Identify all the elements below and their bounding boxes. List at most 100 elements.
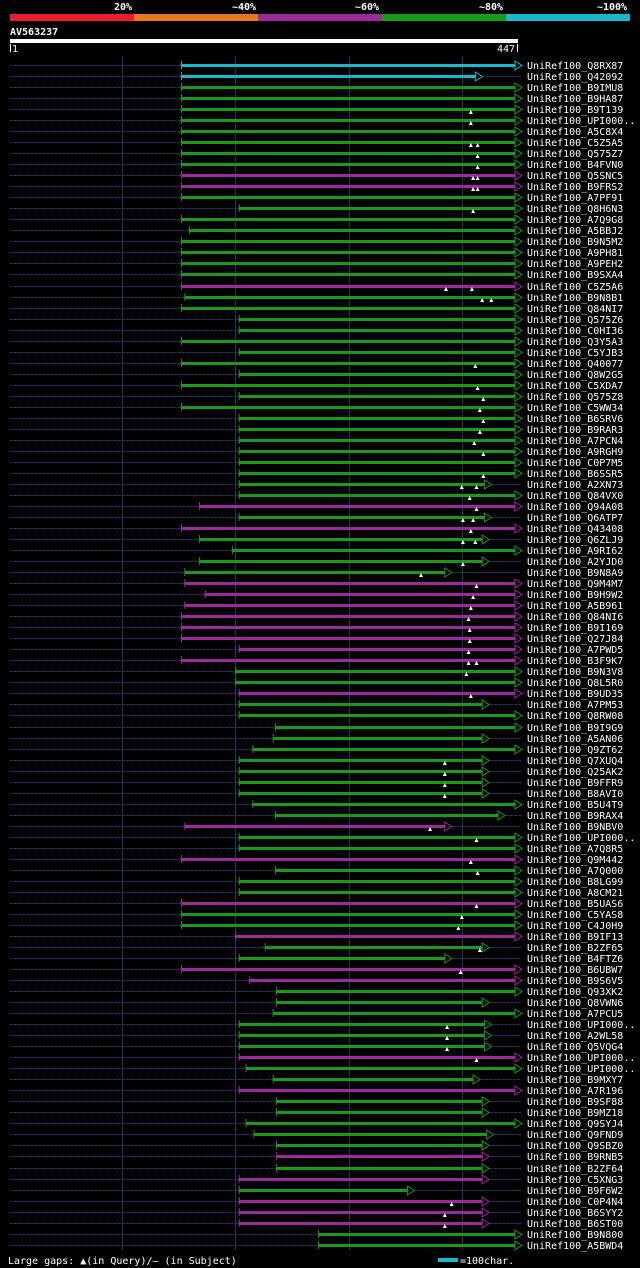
hit-label[interactable]: UniRef100_Q8H6N3 (527, 204, 623, 215)
hit-bar[interactable] (180, 251, 515, 254)
hit-bar[interactable] (238, 1200, 483, 1203)
hit-bar[interactable] (184, 582, 515, 585)
hit-bar[interactable] (199, 538, 483, 541)
hit-bar[interactable] (180, 108, 515, 111)
hit-bar[interactable] (180, 340, 515, 343)
hit-label[interactable]: UniRef100_Q84NI6 (527, 612, 623, 623)
hit-label[interactable]: UniRef100_Q5VQG4 (527, 1042, 623, 1053)
hit-row[interactable]: UniRef100_C5YJB3 (10, 347, 623, 359)
hit-row[interactable]: UniRef100_B6SSR5 (10, 468, 623, 480)
hit-bar[interactable] (180, 527, 515, 530)
hit-bar[interactable] (276, 1144, 483, 1147)
hit-label[interactable]: UniRef100_Q9FND9 (527, 1130, 623, 1141)
hit-bar[interactable] (180, 262, 515, 265)
hit-label[interactable]: UniRef100_A2WL58 (527, 1031, 623, 1042)
hit-row[interactable]: UniRef100_Q9ZT62 (10, 744, 623, 756)
hit-row[interactable]: UniRef100_UPI000.. (10, 1019, 635, 1031)
hit-bar[interactable] (180, 637, 515, 640)
hit-label[interactable]: UniRef100_Q6ZLJ9 (527, 535, 623, 546)
hit-bar[interactable] (199, 505, 516, 508)
hit-label[interactable]: UniRef100_Q27J84 (527, 634, 623, 645)
hit-bar[interactable] (238, 461, 515, 464)
hit-label[interactable]: UniRef100_B9HA87 (527, 94, 623, 105)
hit-row[interactable]: UniRef100_Q6ZLJ9 (10, 534, 623, 546)
hit-row[interactable]: UniRef100_Q6ATP7 (10, 512, 623, 524)
hit-label[interactable]: UniRef100_A7Q8R5 (527, 844, 623, 855)
hit-row[interactable]: UniRef100_C0HI36 (10, 325, 623, 337)
hit-row[interactable]: UniRef100_Q8VWN6 (10, 997, 623, 1009)
hit-label[interactable]: UniRef100_A9PH81 (527, 248, 623, 259)
hit-label[interactable]: UniRef100_C5WW34 (527, 403, 623, 414)
hit-row[interactable]: UniRef100_B9N800 (10, 1229, 623, 1241)
hit-label[interactable]: UniRef100_B6ST00 (527, 1219, 623, 1230)
hit-row[interactable]: UniRef100_B3F9K7 (10, 655, 623, 667)
hit-bar[interactable] (180, 64, 515, 67)
hit-row[interactable]: UniRef100_C5YAS8 (10, 909, 623, 921)
hit-label[interactable]: UniRef100_B9RNB5 (527, 1152, 623, 1163)
hit-row[interactable]: UniRef100_A7PWD5 (10, 644, 623, 656)
hit-bar[interactable] (238, 1056, 515, 1059)
hit-row[interactable]: UniRef100_B2ZF65 (10, 942, 623, 954)
hit-bar[interactable] (180, 902, 515, 905)
hit-bar[interactable] (238, 648, 515, 651)
hit-bar[interactable] (238, 759, 483, 762)
hit-row[interactable]: UniRef100_B5U4T9 (10, 799, 623, 811)
hit-row[interactable]: UniRef100_A9PEH2 (10, 258, 623, 270)
hit-label[interactable]: UniRef100_B9N8A9 (527, 568, 623, 579)
hit-bar[interactable] (276, 1001, 483, 1004)
hit-row[interactable]: UniRef100_UPI000.. (10, 832, 635, 844)
hit-label[interactable]: UniRef100_B9SF88 (527, 1097, 623, 1108)
hit-bar[interactable] (238, 880, 515, 883)
hit-row[interactable]: UniRef100_C5XDA7 (10, 380, 623, 392)
hit-label[interactable]: UniRef100_B9FFR9 (527, 778, 623, 789)
hit-row[interactable]: UniRef100_UPI000.. (10, 1052, 635, 1064)
hit-bar[interactable] (264, 946, 483, 949)
hit-label[interactable]: UniRef100_B9MZ18 (527, 1108, 623, 1119)
hit-bar[interactable] (238, 207, 515, 210)
hit-bar[interactable] (180, 384, 515, 387)
hit-bar[interactable] (276, 1167, 483, 1170)
hit-row[interactable]: UniRef100_B9IMU8 (10, 82, 623, 94)
hit-bar[interactable] (238, 450, 515, 453)
hit-label[interactable]: UniRef100_B3F9K7 (527, 656, 623, 667)
hit-row[interactable]: UniRef100_B9N8B1 (10, 292, 623, 304)
hit-row[interactable]: UniRef100_B9N3V8 (10, 666, 623, 678)
hit-bar[interactable] (188, 229, 515, 232)
hit-label[interactable]: UniRef100_Q84NI7 (527, 304, 623, 315)
hit-label[interactable]: UniRef100_C0P4N4 (527, 1197, 623, 1208)
hit-row[interactable]: UniRef100_Q9FND9 (10, 1129, 623, 1141)
hit-row[interactable]: UniRef100_B9I9G9 (10, 722, 623, 734)
hit-bar[interactable] (238, 957, 445, 960)
hit-row[interactable]: UniRef100_A7PCN4 (10, 435, 623, 447)
hit-label[interactable]: UniRef100_A7PM53 (527, 700, 623, 711)
hit-row[interactable]: UniRef100_Q3Y5A3 (10, 336, 623, 348)
hit-row[interactable]: UniRef100_B9RAX4 (10, 810, 623, 822)
hit-row[interactable]: UniRef100_Q94A08 (10, 501, 623, 513)
hit-row[interactable]: UniRef100_A9PH81 (10, 247, 623, 259)
hit-bar[interactable] (272, 1078, 474, 1081)
hit-bar[interactable] (276, 1155, 483, 1158)
hit-bar[interactable] (274, 869, 515, 872)
hit-label[interactable]: UniRef100_Q575Z6 (527, 315, 623, 326)
hit-row[interactable]: UniRef100_B6SRV6 (10, 413, 623, 425)
hit-row[interactable]: UniRef100_Q9SYJ4 (10, 1118, 623, 1130)
hit-row[interactable]: UniRef100_Q575Z6 (10, 314, 623, 326)
hit-bar[interactable] (180, 240, 515, 243)
hit-bar[interactable] (180, 196, 515, 199)
hit-bar[interactable] (253, 1133, 487, 1136)
hit-label[interactable]: UniRef100_A9PEH2 (527, 259, 623, 270)
hit-label[interactable]: UniRef100_A7R196 (527, 1086, 623, 1097)
hit-label[interactable]: UniRef100_C5Z5A5 (527, 138, 623, 149)
hit-label[interactable]: UniRef100_Q5SNC5 (527, 171, 623, 182)
hit-bar[interactable] (317, 1244, 515, 1247)
hit-bar[interactable] (272, 1012, 515, 1015)
hit-bar[interactable] (238, 351, 515, 354)
hit-bar[interactable] (180, 152, 515, 155)
hit-bar[interactable] (235, 670, 515, 673)
hit-bar[interactable] (252, 748, 515, 751)
hit-label[interactable]: UniRef100_C5Z5A6 (527, 282, 623, 293)
hit-row[interactable]: UniRef100_C0P7M5 (10, 457, 623, 469)
hit-row[interactable]: UniRef100_A5BBJ2 (10, 225, 623, 237)
hit-bar[interactable] (238, 483, 485, 486)
hit-bar[interactable] (276, 1100, 483, 1103)
